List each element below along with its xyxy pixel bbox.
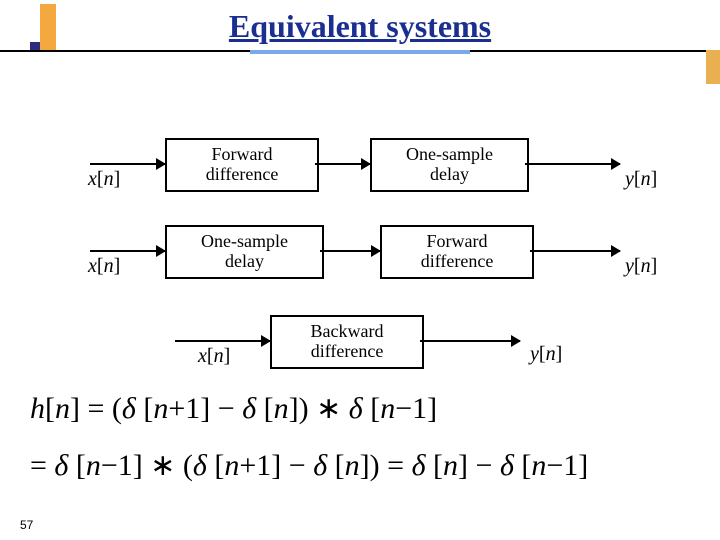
signal-arrow	[320, 250, 380, 252]
equation-line-1: h[n] = (δ [n+1] − δ [n]) ∗ δ [n−1]	[30, 380, 588, 437]
slide-title: Equivalent systems	[0, 0, 720, 45]
system-block: Forwarddifference	[165, 138, 319, 192]
slide-header: Equivalent systems	[0, 0, 720, 60]
page-number: 57	[20, 518, 33, 532]
input-signal-label: x[n]	[198, 345, 230, 368]
equations-block: h[n] = (δ [n+1] − δ [n]) ∗ δ [n−1] = δ […	[30, 380, 588, 494]
system-block: Backwarddifference	[270, 315, 424, 369]
input-signal-label: x[n]	[88, 168, 120, 191]
signal-arrow	[530, 250, 620, 252]
signal-arrow	[90, 163, 165, 165]
system-block: One-sampledelay	[370, 138, 529, 192]
horizontal-rule-blue	[250, 50, 470, 54]
block-diagrams: Forwarddifference One-sampledelay x[n] y[n]…	[0, 60, 720, 340]
output-signal-label: y[n]	[625, 168, 657, 191]
equation-line-2: = δ [n−1] ∗ (δ [n+1] − δ [n]) = δ [n] − …	[30, 437, 588, 494]
system-block: Forwarddifference	[380, 225, 534, 279]
input-signal-label: x[n]	[88, 255, 120, 278]
signal-arrow	[420, 340, 520, 342]
output-signal-label: y[n]	[625, 255, 657, 278]
output-signal-label: y[n]	[530, 343, 562, 366]
signal-arrow	[175, 340, 270, 342]
system-block: One-sampledelay	[165, 225, 324, 279]
signal-arrow	[525, 163, 620, 165]
accent-orange-bar	[40, 4, 56, 50]
signal-arrow	[315, 163, 370, 165]
signal-arrow	[90, 250, 165, 252]
